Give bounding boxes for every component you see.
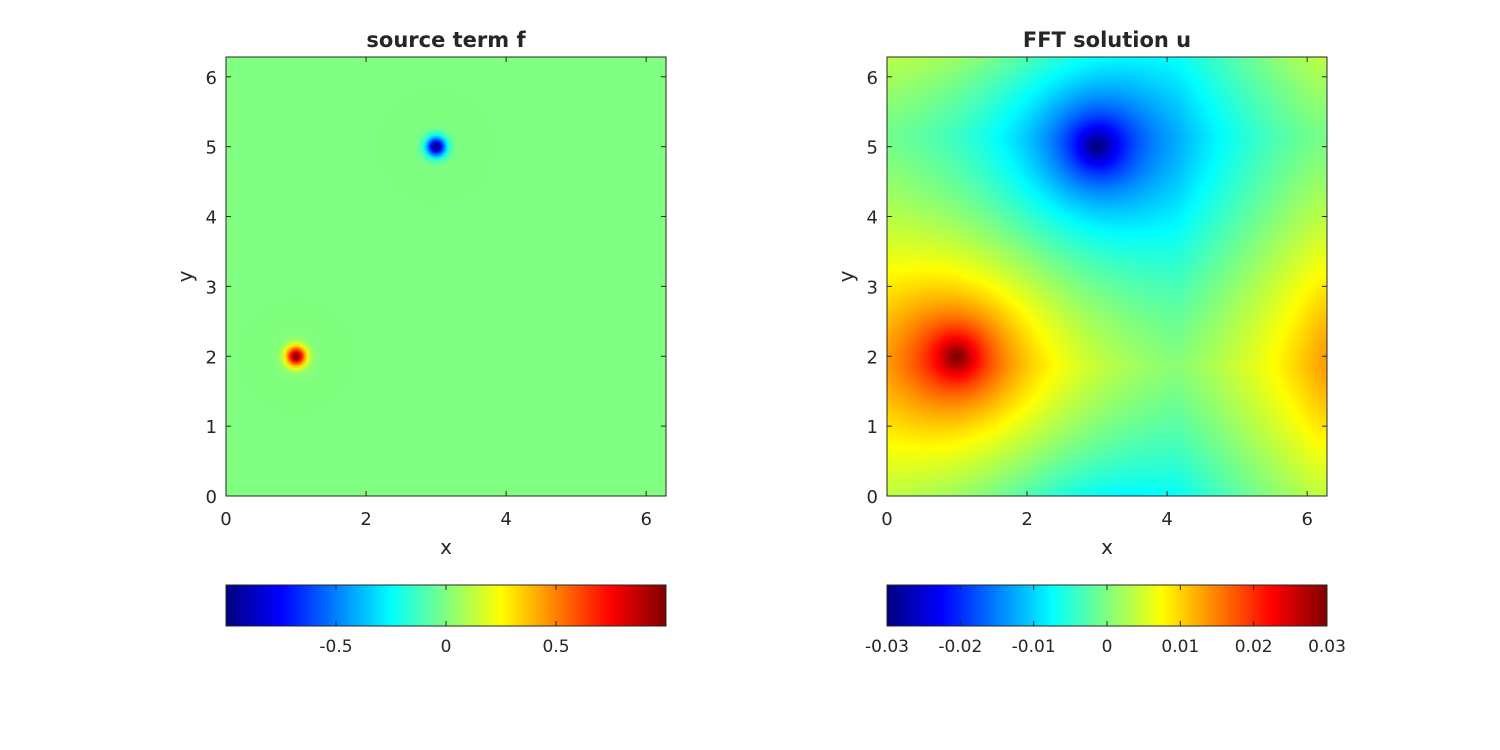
colorbar-gradient (225, 584, 667, 627)
chart-title: FFT solution u (1023, 28, 1191, 52)
y-tick-label: 0 (206, 487, 217, 508)
x-axis-label: x (1101, 535, 1113, 559)
axes-box (886, 56, 1328, 497)
heatmap-field (226, 57, 666, 496)
y-tick-label: 2 (206, 347, 217, 368)
y-tick-label: 3 (867, 277, 878, 298)
x-tick-label: 2 (360, 509, 371, 530)
y-tick-label: 1 (867, 417, 878, 438)
x-tick-label: 0 (220, 509, 231, 530)
x-tick-label: 6 (640, 509, 651, 530)
colorbar-tick-label: -0.01 (1012, 637, 1056, 657)
y-tick-label: 2 (867, 347, 878, 368)
y-tick-label: 5 (867, 138, 878, 159)
colorbar-tick-label: 0 (1102, 637, 1113, 657)
y-tick-label: 4 (867, 208, 878, 229)
y-tick-label: 6 (867, 68, 878, 89)
y-tick-label: 0 (867, 487, 878, 508)
y-tick-label: 5 (206, 138, 217, 159)
colorbar-tick-label: 0.01 (1161, 637, 1199, 657)
colorbar-tick-label: 0.03 (1308, 637, 1346, 657)
colorbar-tick-label: 0.02 (1235, 637, 1273, 657)
chart-title: source term f (366, 28, 526, 52)
colorbar: -0.03 -0.02 -0.01 0 0.01 0.02 0.03 (865, 584, 1346, 657)
y-tick-label: 6 (206, 68, 217, 89)
y-axis-label: y (173, 270, 197, 282)
x-tick-label: 2 (1021, 509, 1032, 530)
colorbar-tick-label: 0.5 (542, 637, 569, 657)
colorbar-tick-label: -0.5 (319, 637, 352, 657)
heatmap-field (887, 57, 1327, 496)
colorbar-tick-label: -0.02 (938, 637, 982, 657)
x-axis-label: x (440, 535, 452, 559)
x-tick-label: 4 (500, 509, 511, 530)
colorbar-gradient (886, 584, 1328, 627)
axes-box (225, 56, 667, 497)
x-tick-label: 6 (1301, 509, 1312, 530)
y-tick-label: 1 (206, 417, 217, 438)
x-tick-label: 0 (881, 509, 892, 530)
x-tick-label: 4 (1161, 509, 1172, 530)
y-tick-label: 3 (206, 277, 217, 298)
colorbar-tick-label: 0 (441, 637, 452, 657)
subplot-1: 0 2 4 6 0 1 2 3 4 5 6 source term f x y -0.5 0 0.5 (173, 28, 667, 657)
colorbar: -0.5 0 0.5 (225, 584, 667, 657)
y-tick-label: 4 (206, 208, 217, 229)
y-axis-label: y (834, 270, 858, 282)
colorbar-tick-label: -0.03 (865, 637, 909, 657)
